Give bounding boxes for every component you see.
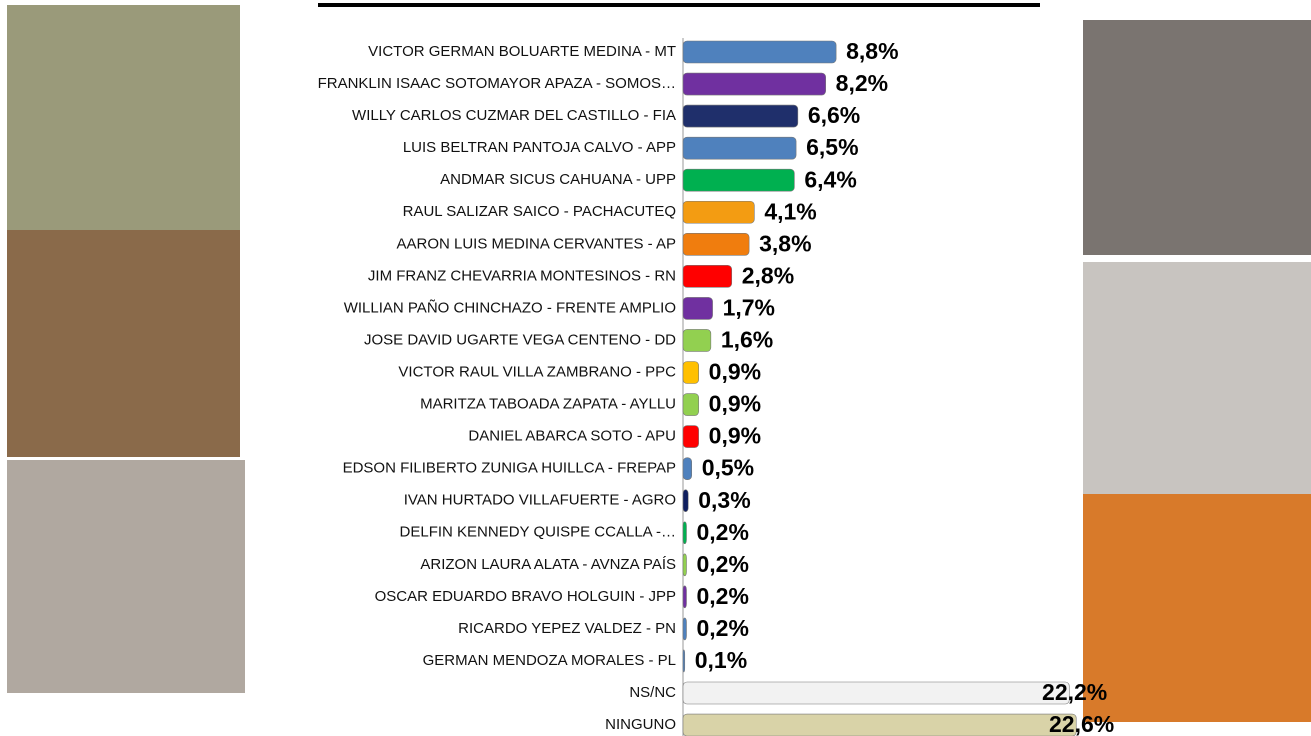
bar (682, 457, 692, 480)
bar (682, 40, 837, 64)
category-label: AARON LUIS MEDINA CERVANTES - AP (396, 235, 676, 252)
photo (7, 460, 245, 693)
bar (682, 297, 713, 320)
value-label: 8,8% (846, 38, 898, 64)
bar (682, 617, 687, 641)
value-label: 6,6% (808, 102, 860, 128)
category-label: JOSE DAVID UGARTE VEGA CENTENO - DD (364, 331, 676, 348)
bar (682, 265, 733, 288)
value-label: 0,1% (695, 647, 747, 673)
value-label: 0,5% (702, 455, 754, 481)
category-label: OSCAR EDUARDO BRAVO HOLGUIN - JPP (375, 588, 676, 605)
value-label: 6,5% (806, 134, 858, 160)
category-label: NINGUNO (605, 716, 676, 733)
category-label: RAUL SALIZAR SAICO - PACHACUTEQ (403, 203, 676, 220)
photo (1083, 20, 1311, 255)
photo (1083, 262, 1311, 494)
category-label: ANDMAR SICUS CAHUANA - UPP (440, 171, 676, 188)
category-label: IVAN HURTADO VILLAFUERTE - AGRO (404, 492, 676, 509)
value-label: 1,7% (723, 294, 775, 320)
value-label: 4,1% (764, 198, 816, 224)
category-label: DELFIN KENNEDY QUISPE CCALLA -… (400, 524, 676, 541)
value-label: 22,2% (1042, 679, 1107, 705)
value-label: 22,6% (1049, 711, 1114, 736)
bar (682, 393, 699, 416)
bar (682, 200, 755, 224)
bar (682, 713, 1077, 736)
bar (682, 72, 826, 96)
category-label: MARITZA TABOADA ZAPATA - AYLLU (420, 396, 676, 413)
bar (682, 233, 750, 256)
photos (7, 5, 1311, 722)
value-label: 3,8% (759, 230, 811, 256)
bar (682, 329, 712, 352)
value-label: 0,2% (696, 519, 748, 545)
value-label: 8,2% (836, 70, 888, 96)
value-label: 0,3% (698, 487, 750, 513)
photo (7, 230, 240, 457)
category-label: EDSON FILIBERTO ZUNIGA HUILLCA - FREPAP (343, 460, 676, 477)
value-label: 0,2% (696, 551, 748, 577)
category-label: FRANKLIN ISAAC SOTOMAYOR APAZA - SOMOS… (318, 75, 676, 92)
category-label: DANIEL ABARCA SOTO - APU (468, 428, 676, 445)
value-label: 1,6% (721, 327, 773, 353)
value-label: 0,2% (696, 583, 748, 609)
value-label: 2,8% (742, 262, 794, 288)
category-label: NS/NC (629, 684, 676, 701)
photo (1083, 494, 1311, 722)
bar (682, 425, 699, 448)
category-label: GERMAN MENDOZA MORALES - PL (423, 652, 676, 669)
bar (682, 136, 797, 160)
category-label: WILLIAN PAÑO CHINCHAZO - FRENTE AMPLIO (344, 299, 676, 316)
bar (682, 681, 1070, 705)
value-label: 0,9% (709, 359, 761, 385)
value-label: 6,4% (804, 166, 856, 192)
category-label: WILLY CARLOS CUZMAR DEL CASTILLO - FIA (352, 107, 676, 124)
category-label: LUIS BELTRAN PANTOJA CALVO - APP (403, 139, 676, 156)
value-label: 0,2% (696, 615, 748, 641)
value-label: 0,9% (709, 391, 761, 417)
value-label: 0,9% (709, 423, 761, 449)
category-label: JIM FRANZ CHEVARRIA MONTESINOS - RN (368, 267, 676, 284)
category-label: VICTOR GERMAN BOLUARTE MEDINA - MT (368, 43, 676, 60)
bar (682, 104, 799, 128)
bar (682, 649, 686, 673)
bar (682, 361, 699, 384)
bar (682, 585, 687, 609)
bar (682, 521, 687, 545)
bar (682, 553, 687, 577)
bar (682, 168, 795, 192)
category-label: ARIZON LAURA ALATA - AVNZA PAÍS (420, 556, 676, 573)
bar (682, 489, 689, 513)
category-label: VICTOR RAUL VILLA ZAMBRANO - PPC (398, 363, 676, 380)
category-label: RICARDO YEPEZ VALDEZ - PN (458, 620, 676, 637)
photo (7, 5, 240, 230)
